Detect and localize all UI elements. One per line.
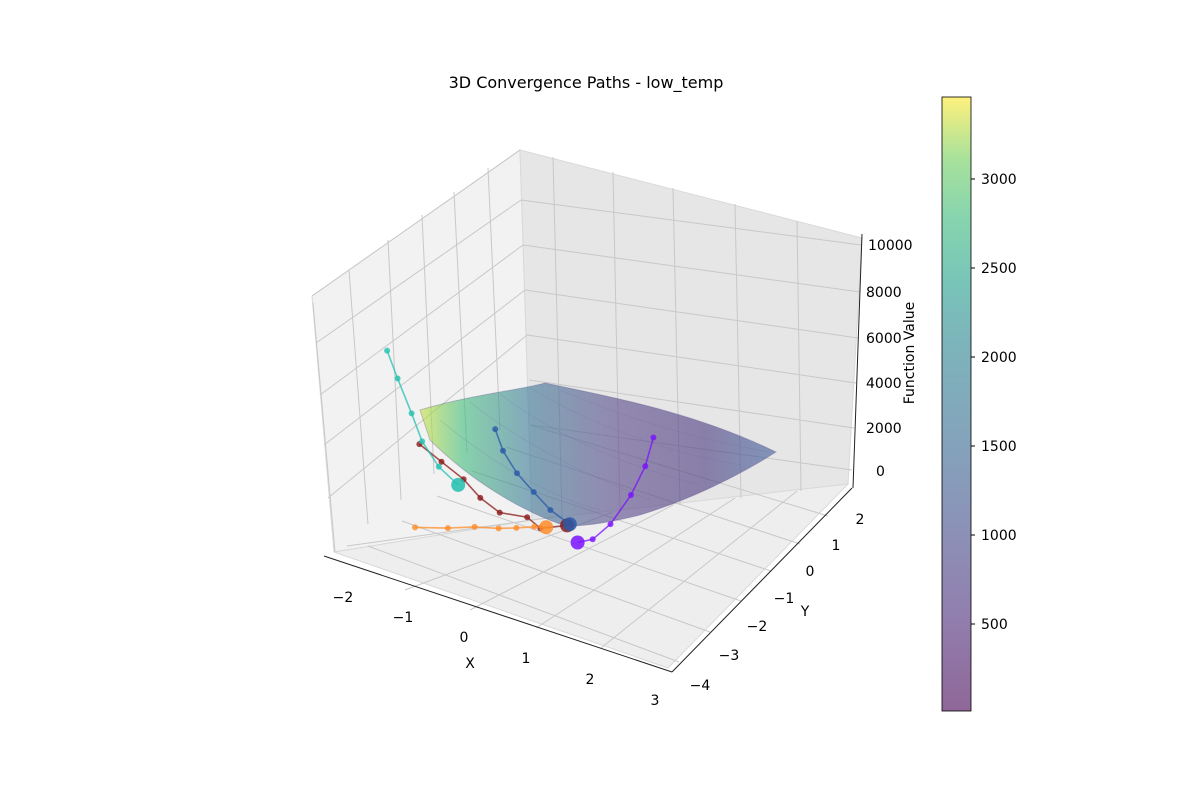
- series-path-3: [386, 350, 459, 486]
- z-tick-label: 2000: [866, 421, 902, 437]
- y-tick-label: −2: [747, 619, 768, 635]
- colorbar-gradient: [941, 96, 972, 712]
- x-tick-label: −2: [333, 590, 354, 606]
- x-axis-label: X: [465, 656, 475, 672]
- data-point: [492, 426, 499, 433]
- data-point: [547, 507, 554, 513]
- data-point: [530, 489, 537, 495]
- x-tick-label: 1: [522, 651, 531, 667]
- colorbar-tick-label: 1000: [981, 528, 1017, 544]
- z-axis-label: Function Value: [902, 302, 918, 404]
- x-tick-label: −1: [393, 610, 414, 626]
- data-point: [628, 492, 634, 498]
- colorbar-tick-label: 500: [981, 617, 1008, 633]
- data-point: [500, 447, 506, 454]
- data-point: [650, 434, 657, 441]
- colorbar-tick-label: 2500: [981, 261, 1017, 277]
- data-point: [570, 535, 585, 550]
- data-point: [394, 375, 401, 382]
- colorbar-tick-label: 1500: [981, 439, 1017, 455]
- data-point: [539, 520, 554, 535]
- function-surface: [419, 382, 778, 527]
- data-point: [444, 525, 451, 532]
- x-axis: −2 −1 0 1 2 3 X: [333, 590, 660, 709]
- data-point: [495, 525, 502, 532]
- x-tick-label: 3: [651, 693, 660, 709]
- z-tick-label: 6000: [866, 331, 902, 347]
- data-point: [531, 523, 538, 530]
- y-axis: −4 −3 −2 −1 0 1 2 Y: [690, 512, 865, 694]
- surface-mesh: [439, 387, 771, 511]
- data-point: [642, 463, 649, 470]
- data-point: [471, 523, 478, 530]
- chart-title: 3D Convergence Paths - low_temp: [449, 73, 724, 93]
- x-tick-label: 2: [586, 672, 595, 688]
- z-tick-label: 10000: [868, 238, 913, 254]
- z-tick-label: 8000: [866, 285, 902, 301]
- data-point: [419, 438, 426, 445]
- floor-pane: [333, 483, 850, 669]
- y-tick-label: −1: [774, 591, 795, 607]
- data-point: [477, 494, 484, 501]
- y-tick-label: 0: [806, 564, 815, 580]
- data-point: [412, 524, 418, 531]
- series-path-4: [494, 428, 571, 525]
- data-point: [408, 410, 415, 417]
- z-axis: 0 2000 4000 6000 8000 10000 Function Val…: [866, 238, 918, 480]
- data-point: [384, 347, 391, 354]
- data-point: [524, 514, 531, 521]
- z-tick-label: 4000: [866, 376, 902, 392]
- data-point: [435, 463, 442, 470]
- y-tick-label: 1: [832, 538, 841, 554]
- y-axis-label: Y: [800, 604, 810, 620]
- y-tick-label: −3: [719, 648, 740, 664]
- colorbar: 500 1000 1500 2000 2500 3000: [941, 96, 1017, 712]
- data-point: [607, 521, 614, 528]
- y-tick-label: −4: [690, 678, 711, 694]
- x-tick-label: 0: [460, 630, 469, 646]
- data-point: [496, 509, 503, 516]
- y-tick-label: 2: [856, 512, 865, 528]
- data-point: [438, 458, 445, 465]
- data-point: [562, 517, 577, 532]
- data-point: [514, 470, 520, 477]
- colorbar-tick-label: 2000: [981, 350, 1017, 366]
- data-point: [589, 536, 596, 543]
- data-point: [513, 524, 520, 531]
- colorbar-tick-label: 3000: [981, 172, 1017, 188]
- series-layer: [384, 347, 657, 550]
- z-tick-label: 0: [876, 464, 885, 480]
- data-point: [451, 477, 466, 492]
